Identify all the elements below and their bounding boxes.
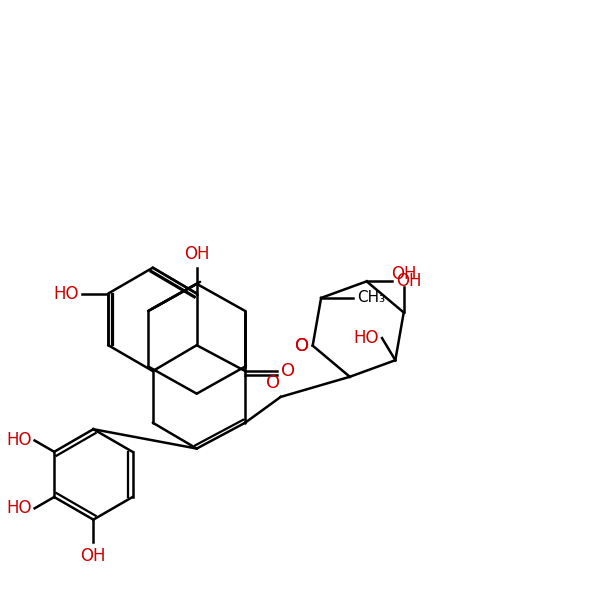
Text: CH₃: CH₃ — [356, 290, 385, 305]
Text: HO: HO — [53, 284, 79, 302]
Text: O: O — [295, 337, 310, 355]
Text: OH: OH — [80, 547, 106, 565]
Text: O: O — [281, 362, 295, 380]
Text: HO: HO — [6, 499, 31, 517]
Text: O: O — [266, 374, 280, 392]
Text: HO: HO — [6, 431, 31, 449]
Text: O: O — [295, 337, 310, 355]
Text: OH: OH — [395, 272, 421, 290]
Text: OH: OH — [184, 245, 209, 263]
Text: HO: HO — [353, 329, 379, 347]
Text: OH: OH — [391, 265, 416, 283]
